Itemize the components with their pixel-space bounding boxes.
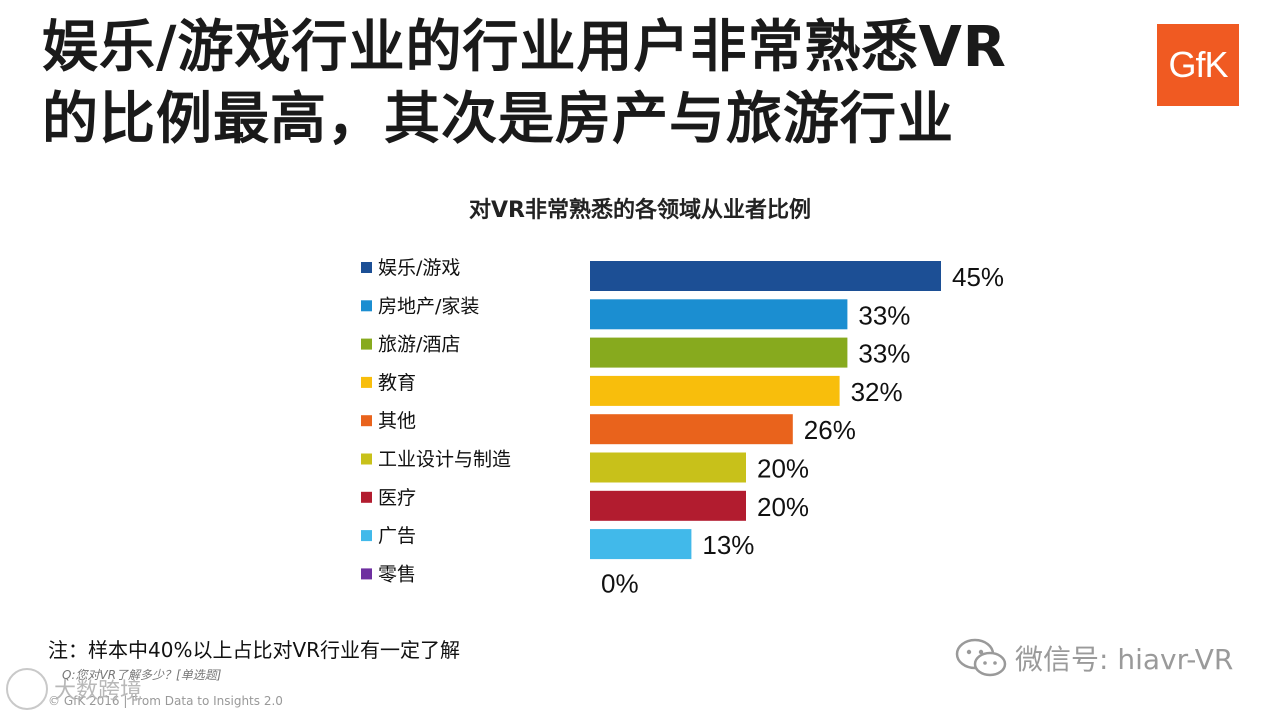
wechat-watermark: 微信号: hiavr-VR [955, 638, 1233, 678]
data-label: 20% [757, 492, 809, 522]
headline-line-2: 的比例最高，其次是房产与旅游行业 [42, 87, 954, 152]
legend-label: 其他 [378, 410, 416, 432]
legend-label: 房地产/家装 [378, 295, 479, 317]
legend-swatch [361, 568, 372, 580]
footnote: 注：样本中40%以上占比对VR行业有一定了解 [48, 638, 461, 662]
copyright: © GfK 2016 | From Data to Insights 2.0 [48, 694, 283, 708]
corner-watermark-text: 大数跨境 [54, 679, 143, 704]
bar [590, 375, 840, 406]
corner-watermark: 大数跨境 [6, 668, 142, 710]
data-label: 33% [858, 339, 910, 369]
legend-swatch [361, 530, 372, 542]
legend-label: 零售 [378, 563, 416, 585]
bar [590, 490, 746, 521]
chart-title: 对VR非常熟悉的各领域从业者比例 [469, 198, 811, 223]
bar [590, 337, 848, 368]
legend-label: 旅游/酒店 [378, 334, 460, 356]
bar [590, 452, 746, 483]
legend-label: 广告 [378, 525, 416, 547]
legend-label: 工业设计与制造 [378, 449, 511, 471]
wechat-watermark-text: 微信号: hiavr-VR [1015, 643, 1234, 676]
data-label: 20% [757, 454, 809, 484]
legend-label: 医疗 [378, 487, 416, 509]
data-label: 0% [601, 568, 639, 598]
bar [590, 261, 941, 291]
legend-label: 娱乐/游戏 [378, 257, 460, 279]
legend-swatch [361, 376, 372, 388]
legend-swatch [361, 453, 372, 465]
wechat-icon [955, 638, 1007, 677]
legend-swatch [361, 491, 372, 503]
watermark-circle-icon [6, 668, 48, 710]
headline: 娱乐/游戏行业的行业用户非常熟悉VR 的比例最高，其次是房产与旅游行业 [42, 12, 1132, 156]
gfk-logo-text: GfK [1168, 44, 1228, 85]
legend-swatch [361, 300, 372, 312]
gfk-logo: GfK [1157, 24, 1239, 106]
data-label: 45% [952, 262, 1004, 292]
data-label: 32% [851, 377, 903, 407]
legend-label: 教育 [378, 372, 416, 394]
bar [590, 414, 793, 445]
legend-swatch [361, 262, 372, 273]
bar [590, 299, 848, 330]
bar [590, 529, 692, 560]
headline-line-1: 娱乐/游戏行业的行业用户非常熟悉VR [42, 15, 1007, 80]
legend-swatch [361, 415, 372, 427]
data-label: 26% [804, 415, 856, 445]
survey-question: Q:您对VR了解多少？[单选题] [62, 668, 222, 682]
data-label: 33% [858, 300, 910, 330]
legend-swatch [361, 338, 372, 350]
data-label: 13% [702, 530, 754, 560]
